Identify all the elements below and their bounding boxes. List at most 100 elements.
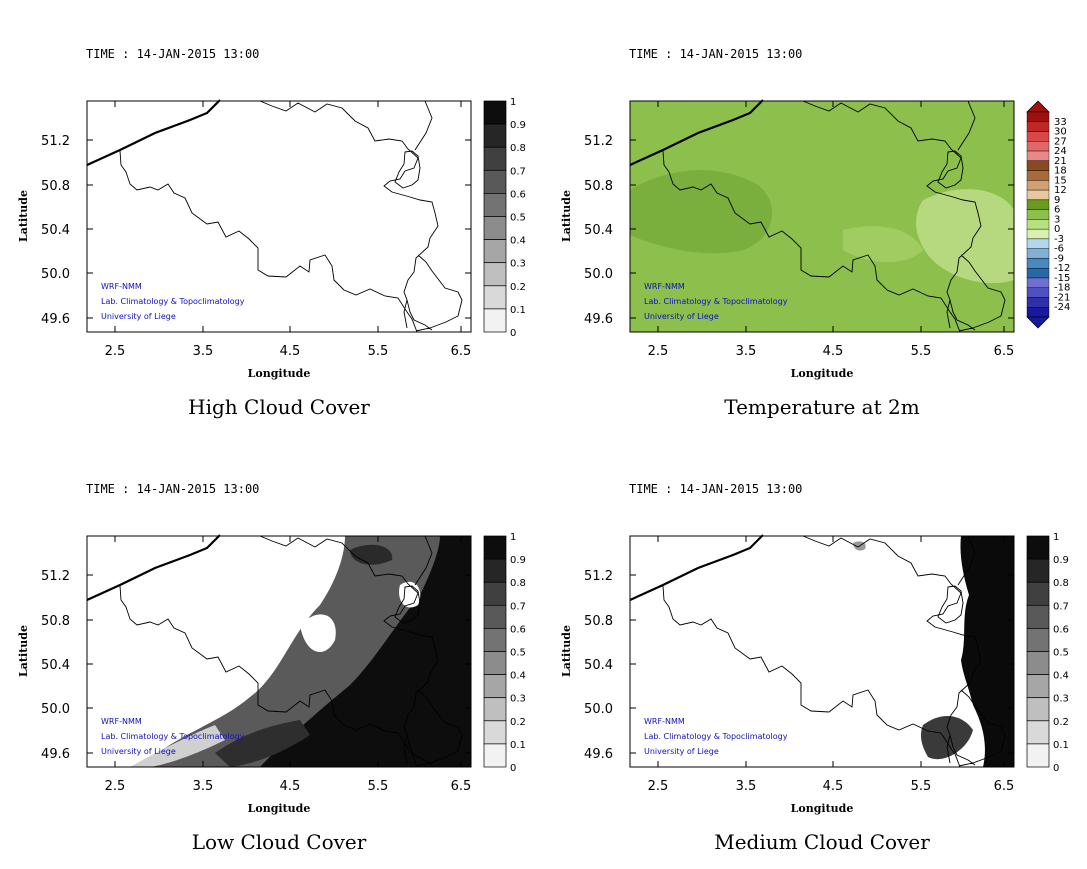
y-tick-label: 51.2 (584, 134, 613, 149)
colorbar-swatch (483, 720, 507, 745)
x-tick-label: 6.5 (451, 344, 472, 359)
cloud-cover-patch (920, 715, 973, 760)
colorbar-swatch (1026, 651, 1050, 675)
colorbar-swatch (483, 697, 507, 722)
colorbar-label: 0 (510, 328, 516, 339)
colorbar-label: 0.2 (510, 717, 526, 728)
panel-title: Low Cloud Cover (192, 830, 367, 854)
credit-university: University of Liege (101, 747, 176, 756)
x-tick-label: 2.5 (648, 779, 669, 794)
field-layer (630, 101, 1014, 332)
colorbar-min-triangle (1026, 316, 1050, 329)
panel-title: Temperature at 2m (724, 395, 919, 419)
country-borders (662, 100, 1006, 333)
colorbar-label: 0 (510, 763, 516, 774)
map-plot-area (86, 534, 472, 768)
colorbar-swatch (1026, 743, 1050, 768)
colorbar-label: 3 (1054, 214, 1060, 225)
colorbar-label: -15 (1054, 273, 1070, 284)
field-layer (853, 536, 1014, 767)
colorbar-swatch (483, 581, 507, 606)
colorbar-label: -21 (1054, 292, 1070, 303)
x-tick-label: 4.5 (280, 344, 301, 359)
colorbar: 1 0.9 0.8 0.7 0.6 0.5 0.4 0.3 0.2 0.1 0 (483, 532, 526, 774)
colorbar-label: 0.3 (1053, 694, 1069, 705)
colorbar-swatch (1026, 238, 1050, 249)
cooler-region (630, 170, 773, 254)
colorbar-swatch (1026, 535, 1050, 560)
y-tick-label: 49.6 (41, 747, 70, 762)
y-tick-label: 50.4 (584, 223, 613, 238)
credit-lab: Lab. Climatology & Topoclimatology (644, 732, 788, 741)
colorbar-label: 0.1 (1053, 740, 1069, 751)
x-axis-label: Longitude (248, 802, 311, 815)
colorbar-label: 0.6 (1053, 624, 1069, 635)
credit-university: University of Liege (101, 312, 176, 321)
credit-university: University of Liege (644, 312, 719, 321)
colorbar-label: 6 (1054, 205, 1060, 216)
y-tick-label: 50.8 (584, 614, 613, 629)
colorbar-label: 0.4 (510, 671, 526, 682)
colorbar-label: 12 (1054, 185, 1067, 196)
map-low-cloud-cover: TIME : 14-JAN-2015 13:00 Longitude Latit… (17, 482, 526, 854)
credit-lab: Lab. Climatology & Topoclimatology (101, 297, 245, 306)
colorbar-swatch (1026, 287, 1050, 298)
colorbar-label: 0.8 (510, 143, 526, 154)
colorbar-max-triangle (1026, 100, 1050, 113)
y-tick-label: 50.0 (41, 267, 70, 282)
colorbar-swatch (1026, 170, 1050, 181)
colorbar-swatch (483, 628, 507, 652)
panel-title: Medium Cloud Cover (714, 830, 930, 854)
colorbar-swatch (1026, 604, 1050, 629)
colorbar-label: 0.9 (510, 555, 526, 566)
colorbar-swatch (1026, 277, 1050, 288)
colorbar-swatch (483, 100, 507, 125)
colorbar-swatch (483, 285, 507, 310)
colorbar-label: 21 (1054, 156, 1067, 167)
colorbar-label: -3 (1054, 234, 1064, 245)
colorbar-swatch (483, 239, 507, 264)
colorbar-swatch (1026, 121, 1050, 132)
x-tick-label: 6.5 (994, 779, 1015, 794)
x-axis-label: Longitude (791, 802, 854, 815)
colorbar-swatch (1026, 628, 1050, 652)
x-tick-label: 2.5 (105, 344, 126, 359)
y-tick-label: 51.2 (41, 569, 70, 584)
coastline (629, 99, 764, 167)
colorbar: 33302724211815129630-3-6-9-12-15-18-21-2… (1026, 100, 1070, 329)
colorbar-label: 0.4 (510, 236, 526, 247)
colorbar-label: 0.8 (1053, 578, 1069, 589)
x-axis-label: Longitude (791, 367, 854, 380)
colorbar-label: 0.7 (1053, 601, 1069, 612)
y-tick-label: 50.4 (41, 223, 70, 238)
credit-university: University of Liege (644, 747, 719, 756)
x-tick-label: 3.5 (193, 779, 214, 794)
credit-model: WRF-NMM (101, 717, 142, 726)
x-tick-label: 3.5 (736, 779, 757, 794)
y-axis-label: Latitude (17, 190, 30, 242)
colorbar-label: 9 (1054, 195, 1060, 206)
panel-low-cloud-cover: TIME : 14-JAN-2015 13:00 Longitude Latit… (0, 435, 543, 869)
colorbar-label: 0.4 (1053, 671, 1069, 682)
coastline (86, 99, 221, 167)
country-borders (662, 535, 1006, 768)
colorbar-swatch (1026, 199, 1050, 210)
plot-frame (86, 100, 472, 333)
colorbar-swatch (483, 651, 507, 675)
colorbar: 1 0.9 0.8 0.7 0.6 0.5 0.4 0.3 0.2 0.1 0 (483, 97, 526, 339)
credit-model: WRF-NMM (101, 282, 142, 291)
colorbar-label: 0 (1053, 763, 1059, 774)
colorbar-label: 0.5 (510, 648, 526, 659)
colorbar-label: 0.5 (1053, 648, 1069, 659)
colorbar-label: 0.9 (510, 120, 526, 131)
map-plot-area (86, 99, 472, 333)
map-medium-cloud-cover: TIME : 14-JAN-2015 13:00 Longitude Latit… (560, 482, 1069, 854)
colorbar-swatch (1026, 180, 1050, 191)
time-label: TIME : 14-JAN-2015 13:00 (629, 47, 802, 61)
y-tick-label: 50.0 (41, 702, 70, 717)
colorbar-swatch (1026, 131, 1050, 142)
colorbar-swatch (483, 535, 507, 560)
cloud-cover-light (130, 725, 225, 767)
colorbar-label: -24 (1054, 302, 1070, 313)
y-tick-label: 51.2 (584, 569, 613, 584)
